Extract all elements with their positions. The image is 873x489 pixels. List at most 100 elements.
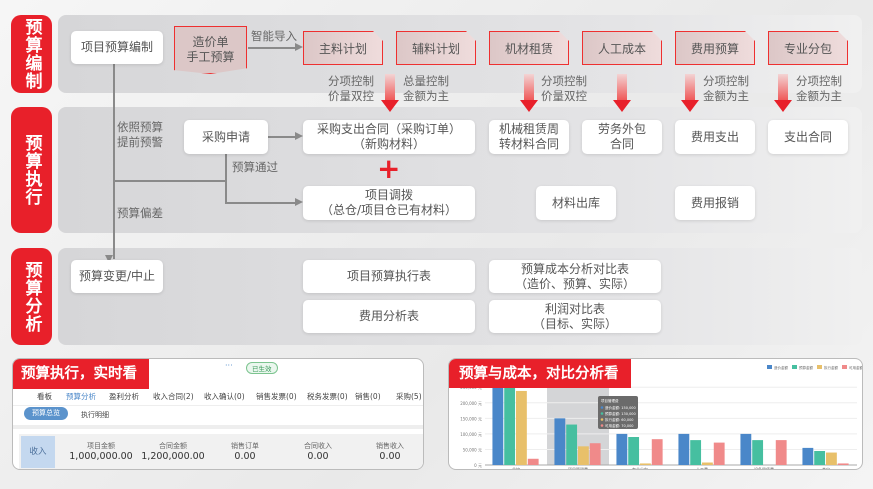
project-budget-compile[interactable]: 项目预算编制 (71, 31, 163, 64)
machine-contract-box[interactable]: 机械租赁周 转材料合同 (489, 120, 569, 154)
subtab-active[interactable]: 预算总览 (24, 407, 68, 420)
more-icon[interactable]: ··· (225, 361, 233, 370)
legend-label[interactable]: 预算金额 (799, 365, 813, 370)
bar[interactable] (504, 384, 516, 465)
stat-value: 0.00 (307, 451, 329, 462)
label: 材料出库 (551, 195, 600, 210)
flow-line (225, 154, 227, 203)
plan-item[interactable]: 人工成本 (582, 31, 662, 65)
flow-line (113, 63, 115, 259)
plan-item[interactable]: 主料计划 (303, 31, 383, 65)
reimburse-box[interactable]: 费用报销 (675, 186, 755, 220)
expense-table-box[interactable]: 费用分析表 (303, 300, 475, 333)
label: 预算变更/中止 (78, 269, 156, 283)
control-note: 分项控制 价量双控 (541, 74, 587, 103)
plan-item[interactable]: 机材租赁 (489, 31, 569, 65)
cost-sheet-box[interactable]: 造价单 手工预算 (174, 26, 247, 74)
stat: 销售收入 0.00 (355, 441, 423, 462)
stat: 合同金额 1,200,000.00 (138, 441, 208, 462)
bar[interactable] (814, 451, 826, 465)
tab[interactable]: 采购(5) (396, 392, 422, 401)
exec-table-box[interactable]: 项目预算执行表 (303, 260, 475, 293)
budget-exec-screenshot: 预算执行，实时看 ··· 已生效 看板 预算分析 盈利分析 收入合同(2) 收入… (12, 358, 424, 470)
section-exec-label: 预算执行 (11, 107, 52, 233)
bar[interactable] (690, 440, 702, 465)
bar[interactable] (616, 433, 628, 465)
stat: 项目金额 1,000,000.00 (66, 441, 136, 462)
label: 采购申请 (201, 129, 250, 144)
tab-active[interactable]: 预算分析 (66, 391, 96, 406)
purchase-contract-box[interactable]: 采购支出合同（采购订单） （新购材料） (303, 120, 475, 154)
profit-box[interactable]: 利润对比表 （目标、实际） (489, 300, 661, 333)
bar[interactable] (578, 446, 589, 465)
bar[interactable] (516, 390, 527, 465)
bar[interactable] (752, 440, 764, 465)
cost-compare-box[interactable]: 预算成本分析对比表 （造价、预算、实际） (489, 260, 661, 293)
bar[interactable] (628, 437, 640, 465)
label: 转材料合同 (498, 137, 559, 151)
tooltip-line: 造价金额: 150,000 (605, 405, 636, 410)
label: 费用预算 (690, 41, 739, 56)
tab[interactable]: 看板 (37, 392, 52, 401)
tooltip-line: 预算金额: 130,000 (605, 411, 636, 416)
y-tick-label: 100,000 元 (460, 432, 482, 437)
tooltip-title: 项目管理费 (601, 398, 619, 403)
bar[interactable] (640, 463, 651, 465)
plan-item[interactable]: 费用预算 (675, 31, 755, 65)
label: （总仓/项目仓已有材料） (320, 203, 458, 217)
x-tick-label: 其它 (822, 466, 830, 470)
label: 辅料计划 (411, 41, 460, 56)
budget-change-box[interactable]: 预算变更/中止 (71, 260, 163, 293)
bar[interactable] (554, 418, 566, 465)
subtab[interactable]: 执行明细 (81, 411, 109, 419)
label: 手工预算 (186, 50, 235, 64)
transfer-box[interactable]: 项目调拨 （总仓/项目仓已有材料） (303, 186, 475, 220)
legend-label[interactable]: 可用金额 (849, 365, 863, 370)
bar[interactable] (527, 458, 539, 465)
bar[interactable] (566, 424, 578, 465)
bar[interactable] (589, 443, 601, 465)
plan-item[interactable]: 辅料计划 (396, 31, 476, 65)
plan-item[interactable]: 专业分包 (768, 31, 848, 65)
tab[interactable]: 税务发票(0) (307, 392, 348, 401)
x-tick-label: 设备租赁费 (754, 466, 774, 470)
bar[interactable] (651, 439, 663, 465)
smart-import-label: 智能导入 (251, 29, 297, 43)
label: 利润对比表 (544, 301, 605, 316)
bar[interactable] (740, 433, 752, 465)
arrow-icon (295, 198, 303, 206)
tooltip-line: 执行金额: 60,000 (605, 417, 634, 422)
stat-value: 1,000,000.00 (69, 451, 133, 462)
purchase-request-box[interactable]: 采购申请 (184, 120, 268, 154)
bar[interactable] (837, 463, 849, 465)
down-arrow-icon (520, 74, 538, 114)
stat-label: 销售收入 (376, 442, 404, 450)
label: 采购支出合同（采购订单） (316, 122, 461, 136)
stat-label: 销售订单 (231, 442, 259, 450)
tab[interactable]: 销售发票(0) (256, 392, 297, 401)
legend-label[interactable]: 造价金额 (774, 365, 788, 370)
label: 人工成本 (597, 41, 646, 56)
bar[interactable] (826, 452, 837, 465)
row-label: 收入 (21, 436, 55, 468)
bar[interactable] (802, 447, 814, 465)
material-out-box[interactable]: 材料出库 (536, 186, 616, 220)
tab[interactable]: 盈利分析 (109, 392, 139, 401)
bar[interactable] (775, 440, 787, 465)
bar[interactable] (678, 433, 690, 465)
arrow-down-icon (105, 255, 113, 263)
out-contract-box[interactable]: 支出合同 (768, 120, 848, 154)
bar[interactable] (702, 462, 713, 465)
legend-swatch (817, 365, 822, 369)
bar[interactable] (713, 442, 725, 465)
bar[interactable] (492, 371, 504, 465)
label: 合同 (609, 137, 634, 151)
labor-contract-box[interactable]: 劳务外包 合同 (582, 120, 662, 154)
label: （新购材料） (352, 137, 425, 151)
plus-icon: + (377, 152, 401, 185)
tab[interactable]: 销售(0) (355, 392, 381, 401)
tab[interactable]: 收入确认(0) (204, 392, 245, 401)
tab[interactable]: 收入合同(2) (153, 392, 194, 401)
legend-label[interactable]: 执行金额 (824, 365, 838, 370)
expense-box[interactable]: 费用支出 (675, 120, 755, 154)
